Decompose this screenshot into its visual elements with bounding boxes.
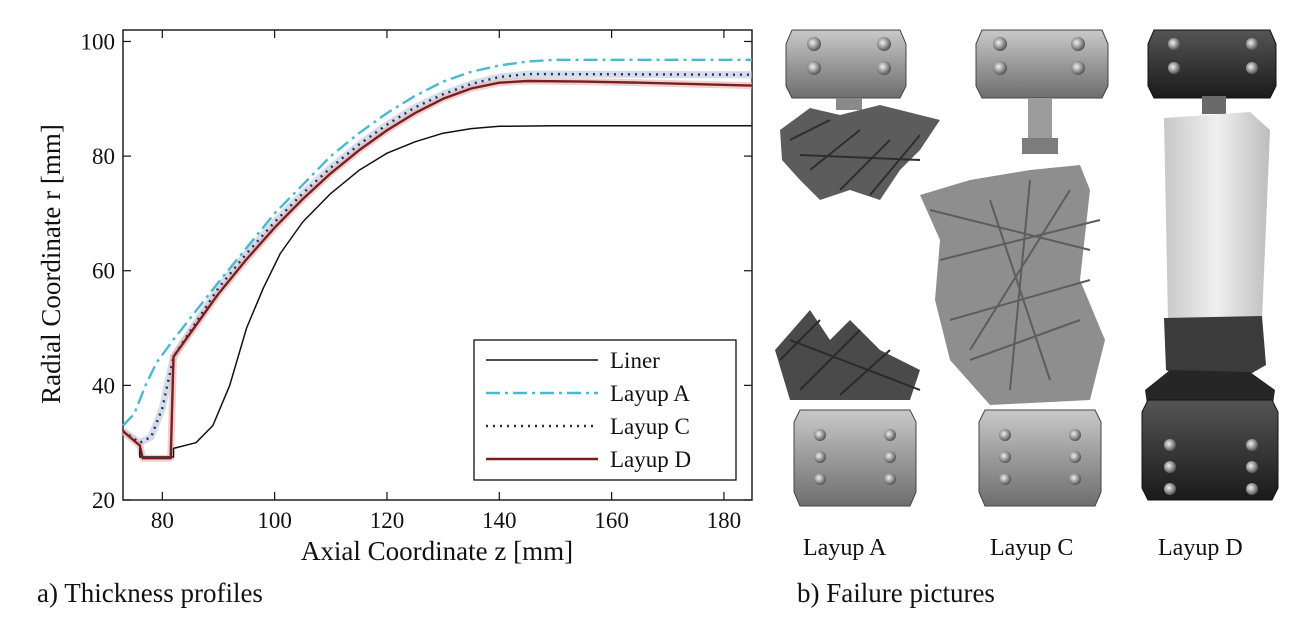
legend-entry: Layup A: [610, 381, 690, 406]
y-axis-title: Radial Coordinate r [mm]: [36, 124, 66, 404]
legend: Liner Layup A Layup C Layup D: [473, 339, 737, 481]
thickness-profile-chart: 80 100 120 140 160 180 20 40 60 80 100 Axial Coord…: [36, 29, 753, 566]
y-tick-label: 60: [92, 259, 115, 284]
legend-entry: Layup D: [610, 447, 691, 472]
photo-label-layup-d: Layup D: [1158, 535, 1243, 561]
legend-entry: Liner: [610, 348, 660, 373]
failure-pictures: [775, 29, 1279, 507]
series-line-layup-d: [122, 79, 753, 460]
specimen-photo-layup-c: [920, 29, 1109, 507]
x-tick-label: 120: [370, 508, 405, 533]
specimen-photo-layup-d: [1141, 29, 1279, 501]
legend-box: [473, 339, 737, 481]
x-tick-label: 160: [594, 508, 629, 533]
y-tick-label: 80: [92, 144, 115, 169]
series-line-layup-c: [122, 72, 753, 444]
y-tick-label: 40: [92, 373, 115, 398]
plot-area-frame: [122, 29, 753, 501]
caption-thickness-profiles: a) Thickness profiles: [37, 578, 263, 608]
specimen-photo-layup-a: [775, 29, 940, 507]
series-line-liner: [122, 124, 752, 458]
legend-entry: Layup C: [610, 414, 690, 439]
x-axis-title: Axial Coordinate z [mm]: [301, 536, 573, 566]
y-tick-label: 100: [81, 29, 116, 54]
caption-failure-pictures: b) Failure pictures: [797, 578, 995, 608]
x-tick-label: 100: [257, 508, 292, 533]
x-tick-label: 80: [151, 508, 174, 533]
photo-label-layup-a: Layup A: [803, 535, 887, 561]
y-tick-label: 20: [92, 488, 115, 513]
x-tick-label: 140: [482, 508, 517, 533]
x-tick-label: 180: [707, 508, 742, 533]
photo-label-layup-c: Layup C: [990, 535, 1074, 561]
